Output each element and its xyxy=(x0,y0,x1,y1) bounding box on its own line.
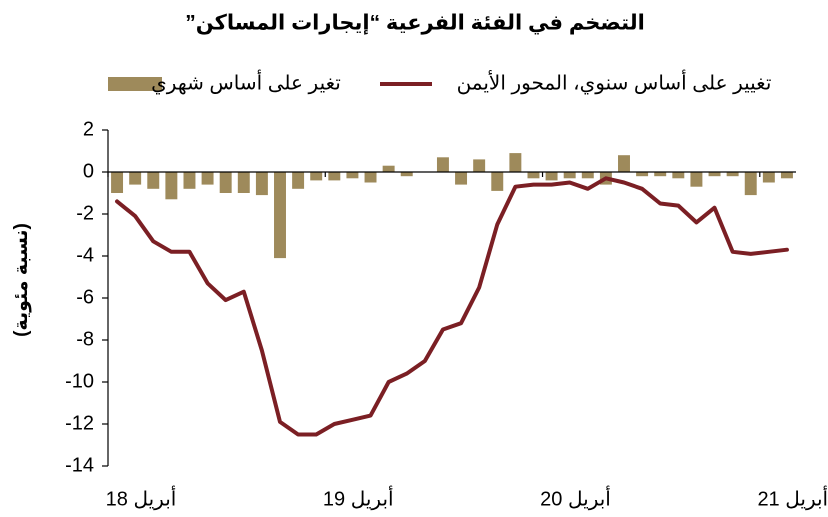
bar xyxy=(237,172,250,193)
y-tick-label: -10 xyxy=(65,370,94,392)
y-tick-label: -6 xyxy=(76,286,94,308)
bar xyxy=(400,172,413,177)
bar xyxy=(111,172,124,193)
bar xyxy=(129,172,142,185)
bar xyxy=(382,165,395,172)
bar xyxy=(455,172,468,185)
bar xyxy=(183,172,196,189)
legend-label: تغير على أساس شهري xyxy=(151,69,341,95)
y-axis-label: (نسبة مئوية) xyxy=(11,223,32,337)
bar xyxy=(563,172,576,179)
bar xyxy=(581,172,594,179)
bar xyxy=(545,172,558,181)
y-tick-label: -2 xyxy=(76,202,94,224)
bar xyxy=(690,172,703,187)
legend-label: تغيير على أساس سنوي، المحور الأيمن xyxy=(457,69,772,95)
bar xyxy=(654,172,667,177)
x-tick-label: أبريل 19 xyxy=(323,485,394,510)
bar xyxy=(255,172,268,196)
bar xyxy=(672,172,685,179)
bar xyxy=(618,155,630,172)
y-tick-label: -8 xyxy=(76,328,94,350)
bar xyxy=(780,172,793,179)
bar xyxy=(346,172,359,179)
bar xyxy=(147,172,160,189)
bar xyxy=(744,172,757,196)
bar xyxy=(328,172,341,181)
bar xyxy=(527,172,540,179)
bar xyxy=(509,153,522,172)
bar xyxy=(636,172,649,177)
bar xyxy=(708,172,721,177)
bar xyxy=(274,172,286,259)
x-tick-label: أبريل 21 xyxy=(757,485,828,510)
y-tick-label: -12 xyxy=(65,412,94,434)
x-tick-label: أبريل 18 xyxy=(106,485,177,510)
y-tick-label: 0 xyxy=(83,160,94,182)
bar xyxy=(201,172,214,185)
chart-title: التضخم في الفئة الفرعية “إيجارات المساكن… xyxy=(185,12,645,35)
legend-swatch xyxy=(108,77,162,91)
y-tick-label: -4 xyxy=(76,244,94,266)
bar xyxy=(762,172,775,183)
y-tick-label: 2 xyxy=(83,118,94,140)
bar xyxy=(292,172,305,189)
x-tick-label: أبريل 20 xyxy=(540,485,611,510)
bar xyxy=(219,172,232,193)
bar xyxy=(364,172,377,183)
y-tick-label: -14 xyxy=(65,454,94,476)
bar xyxy=(491,172,504,191)
bar xyxy=(310,172,323,181)
bar xyxy=(726,172,739,177)
bar xyxy=(473,159,486,172)
bar xyxy=(165,172,178,200)
line xyxy=(115,176,789,437)
bar xyxy=(436,157,449,172)
